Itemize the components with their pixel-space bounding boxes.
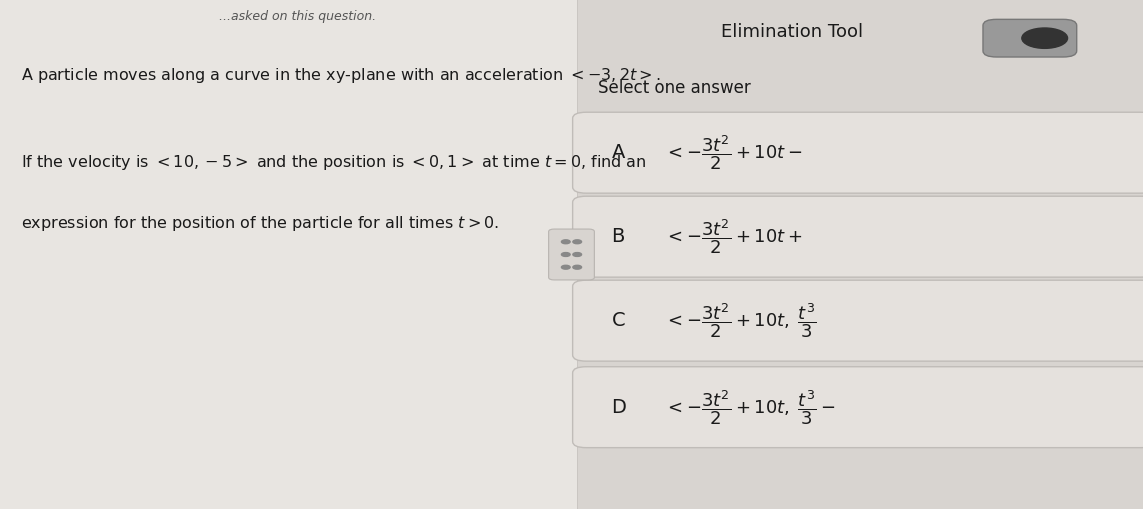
- Circle shape: [573, 252, 582, 257]
- Circle shape: [573, 240, 582, 244]
- Text: If the velocity is $< 10, -5 >$ and the position is $< 0, 1 >$ at time $t = 0$, : If the velocity is $< 10, -5 >$ and the …: [21, 153, 646, 172]
- Text: D: D: [612, 398, 626, 417]
- FancyBboxPatch shape: [573, 280, 1143, 361]
- Text: ...asked on this question.: ...asked on this question.: [218, 10, 376, 23]
- Text: $< -\dfrac{3t^2}{2} + 10t, \; \dfrac{t^3}{3}$: $< -\dfrac{3t^2}{2} + 10t, \; \dfrac{t^3…: [664, 301, 817, 340]
- Text: A: A: [612, 143, 625, 162]
- FancyBboxPatch shape: [573, 366, 1143, 448]
- Text: Elimination Tool: Elimination Tool: [721, 23, 863, 41]
- FancyBboxPatch shape: [573, 112, 1143, 193]
- Circle shape: [561, 252, 570, 257]
- Circle shape: [573, 265, 582, 269]
- FancyBboxPatch shape: [0, 0, 577, 509]
- Circle shape: [1022, 28, 1068, 48]
- Text: A particle moves along a curve in the xy-plane with an acceleration $< -3, 2t >$: A particle moves along a curve in the xy…: [21, 66, 661, 85]
- Text: Select one answer: Select one answer: [598, 79, 751, 97]
- FancyBboxPatch shape: [983, 19, 1077, 57]
- Text: expression for the position of the particle for all times $t > 0$.: expression for the position of the parti…: [21, 214, 498, 233]
- Circle shape: [561, 240, 570, 244]
- Text: $< -\dfrac{3t^2}{2} + 10t +$: $< -\dfrac{3t^2}{2} + 10t +$: [664, 217, 802, 256]
- Text: $< -\dfrac{3t^2}{2} + 10t -$: $< -\dfrac{3t^2}{2} + 10t -$: [664, 133, 802, 172]
- FancyBboxPatch shape: [577, 0, 1143, 509]
- Text: B: B: [612, 227, 625, 246]
- FancyBboxPatch shape: [573, 196, 1143, 277]
- Text: $< -\dfrac{3t^2}{2} + 10t, \; \dfrac{t^3}{3} -$: $< -\dfrac{3t^2}{2} + 10t, \; \dfrac{t^3…: [664, 388, 836, 427]
- Text: C: C: [612, 311, 625, 330]
- FancyBboxPatch shape: [549, 229, 594, 280]
- Circle shape: [561, 265, 570, 269]
